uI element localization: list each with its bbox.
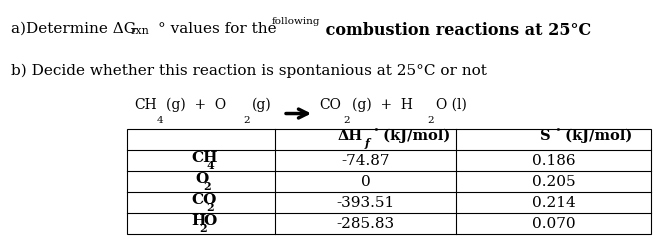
Text: O: O	[204, 214, 217, 228]
Text: following: following	[272, 17, 320, 26]
Text: 2: 2	[343, 116, 350, 125]
Text: 0.070: 0.070	[531, 217, 576, 231]
Text: 0.186: 0.186	[531, 154, 576, 168]
Text: 2: 2	[199, 223, 207, 234]
Text: 4: 4	[157, 116, 164, 125]
Text: °: °	[373, 128, 378, 137]
Text: CH: CH	[134, 98, 157, 112]
Text: ΔH: ΔH	[338, 129, 362, 143]
Text: combustion reactions at 25°C: combustion reactions at 25°C	[320, 22, 591, 38]
Text: CO: CO	[191, 193, 217, 207]
Text: -285.83: -285.83	[337, 217, 395, 231]
Text: (g)  +  O: (g) + O	[166, 97, 226, 112]
Text: S: S	[539, 129, 550, 143]
Text: O: O	[195, 172, 208, 186]
Text: 2: 2	[427, 116, 434, 125]
Text: rxn: rxn	[131, 26, 150, 36]
Text: b) Decide whether this reaction is spontanious at 25°C or not: b) Decide whether this reaction is spont…	[11, 63, 487, 78]
Text: H: H	[191, 214, 206, 228]
Text: ° values for the: ° values for the	[158, 22, 276, 36]
Text: 2: 2	[244, 116, 250, 125]
Text: 0.205: 0.205	[531, 175, 576, 189]
Text: CO: CO	[319, 98, 342, 112]
Text: °: °	[556, 128, 560, 137]
Text: f: f	[364, 138, 369, 149]
Text: 0: 0	[361, 175, 370, 189]
Text: (kJ/mol): (kJ/mol)	[560, 129, 633, 143]
FancyArrowPatch shape	[286, 109, 307, 118]
Bar	[127, 129, 651, 234]
Text: (kJ/mol): (kJ/mol)	[378, 129, 450, 143]
Text: 0.214: 0.214	[531, 196, 576, 210]
Text: (g)  +  H: (g) + H	[352, 97, 413, 112]
Text: 2: 2	[207, 202, 214, 213]
Text: CH: CH	[191, 151, 217, 165]
Text: a)Determine ΔG: a)Determine ΔG	[11, 22, 136, 36]
Text: 4: 4	[207, 160, 215, 171]
Text: (g): (g)	[252, 97, 272, 112]
Text: O (l): O (l)	[436, 98, 467, 112]
Text: 2: 2	[203, 181, 211, 192]
Text: -393.51: -393.51	[337, 196, 395, 210]
Text: -74.87: -74.87	[342, 154, 390, 168]
